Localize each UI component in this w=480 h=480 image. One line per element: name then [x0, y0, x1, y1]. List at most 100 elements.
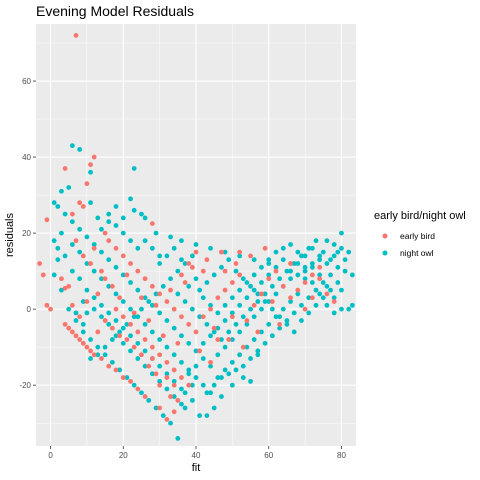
point-night-owl: [233, 268, 239, 274]
point-night-owl: [99, 226, 104, 232]
point-early-bird: [106, 238, 112, 244]
point-night-owl: [266, 261, 272, 266]
point-night-owl: [219, 337, 224, 342]
x-tick-label: 80: [337, 451, 346, 460]
point-night-owl: [291, 310, 297, 316]
point-night-owl: [113, 291, 119, 297]
point-night-owl: [128, 306, 133, 312]
point-night-owl: [291, 329, 297, 335]
point-early-bird: [208, 306, 213, 312]
point-night-owl: [157, 261, 163, 266]
point-night-owl: [237, 287, 243, 293]
point-night-owl: [55, 257, 61, 263]
point-night-owl: [280, 257, 286, 263]
point-early-bird: [99, 356, 104, 361]
point-night-owl: [219, 375, 224, 380]
point-early-bird: [164, 359, 170, 365]
point-night-owl: [84, 310, 90, 316]
point-night-owl: [135, 245, 141, 251]
point-night-owl: [120, 272, 126, 278]
x-axis-label: fit: [192, 462, 201, 474]
point-night-owl: [62, 211, 68, 217]
point-night-owl: [280, 245, 286, 251]
point-night-owl: [55, 204, 61, 209]
point-early-bird: [59, 276, 64, 282]
point-night-owl: [222, 318, 228, 323]
point-early-bird: [73, 33, 79, 38]
point-night-owl: [69, 143, 75, 149]
point-night-owl: [131, 314, 137, 320]
point-night-owl: [51, 200, 57, 206]
point-night-owl: [284, 268, 290, 274]
point-early-bird: [288, 295, 293, 301]
point-night-owl: [248, 306, 253, 312]
point-night-owl: [346, 306, 352, 312]
point-night-owl: [215, 310, 221, 316]
point-night-owl: [139, 306, 144, 312]
point-early-bird: [186, 321, 192, 327]
y-tick-label: 20: [22, 229, 31, 238]
point-night-owl: [157, 378, 163, 384]
point-early-bird: [186, 382, 192, 388]
point-night-owl: [128, 333, 133, 339]
point-night-owl: [59, 188, 64, 194]
point-night-owl: [309, 261, 315, 266]
point-night-owl: [186, 340, 192, 346]
point-early-bird: [80, 253, 86, 259]
point-early-bird: [157, 291, 163, 297]
point-night-owl: [259, 280, 264, 285]
point-night-owl: [179, 401, 184, 407]
point-night-owl: [186, 367, 192, 373]
point-night-owl: [69, 242, 75, 247]
point-night-owl: [95, 215, 101, 221]
point-early-bird: [179, 314, 184, 320]
point-night-owl: [302, 264, 308, 270]
point-night-owl: [120, 230, 126, 236]
point-night-owl: [320, 249, 326, 255]
point-night-owl: [193, 348, 199, 354]
point-night-owl: [200, 295, 206, 301]
point-early-bird: [240, 344, 246, 350]
point-night-owl: [59, 230, 64, 236]
point-early-bird: [62, 321, 68, 327]
point-early-bird: [66, 325, 72, 331]
point-night-owl: [168, 420, 173, 426]
point-night-owl: [288, 242, 293, 247]
point-early-bird: [164, 416, 170, 422]
point-night-owl: [215, 352, 221, 358]
point-early-bird: [128, 261, 133, 266]
point-night-owl: [142, 321, 148, 327]
point-early-bird: [80, 340, 86, 346]
point-night-owl: [237, 329, 243, 335]
point-early-bird: [237, 272, 243, 278]
legend-label-early-bird: early bird: [400, 231, 435, 241]
point-night-owl: [186, 283, 192, 289]
point-night-owl: [269, 283, 275, 289]
point-night-owl: [262, 291, 268, 297]
point-early-bird: [48, 306, 53, 312]
point-early-bird: [84, 181, 90, 187]
point-night-owl: [182, 261, 188, 266]
point-night-owl: [164, 344, 170, 350]
point-night-owl: [273, 249, 279, 255]
point-night-owl: [149, 371, 155, 377]
point-early-bird: [157, 405, 163, 411]
point-night-owl: [259, 306, 264, 312]
point-early-bird: [237, 249, 243, 255]
point-night-owl: [309, 264, 315, 270]
point-early-bird: [244, 318, 250, 323]
point-night-owl: [131, 382, 137, 388]
point-early-bird: [139, 352, 144, 358]
point-night-owl: [208, 333, 213, 339]
y-tick-label: -20: [19, 381, 31, 390]
point-night-owl: [208, 390, 213, 396]
point-night-owl: [280, 306, 286, 312]
point-night-owl: [237, 302, 243, 308]
point-night-owl: [328, 272, 333, 278]
point-night-owl: [273, 314, 279, 320]
point-night-owl: [69, 268, 75, 274]
point-night-owl: [84, 261, 90, 266]
point-night-owl: [128, 348, 133, 354]
point-night-owl: [182, 390, 188, 396]
point-night-owl: [240, 314, 246, 320]
